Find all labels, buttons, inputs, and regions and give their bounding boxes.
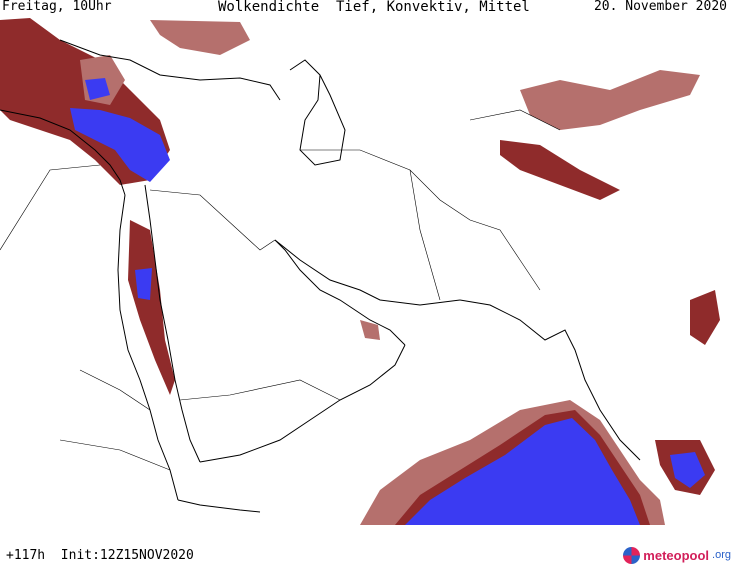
date-label: 20. November 2020 bbox=[593, 0, 727, 14]
logo-tld: .org bbox=[712, 549, 731, 561]
cloud-patch-greece-high bbox=[85, 78, 110, 100]
cloud-patch-red-sea-high bbox=[135, 268, 152, 300]
meteopool-logo-icon bbox=[623, 546, 641, 564]
cloud-cover-layer bbox=[0, 18, 720, 525]
cloud-patch-mediterranean-high bbox=[70, 108, 170, 182]
weather-map bbox=[0, 18, 720, 525]
cloud-patch-india-east bbox=[690, 290, 720, 345]
map-title: Wolkendichte Tief, Konvektiv, Mittel bbox=[218, 0, 530, 15]
logo-name: meteopool bbox=[643, 547, 710, 563]
cloud-patch-black-sea bbox=[150, 20, 250, 55]
cloud-patch-central-asia bbox=[520, 70, 700, 130]
forecast-info: +117h Init:12Z15NOV2020 bbox=[6, 548, 194, 563]
coastline-layer bbox=[0, 39, 641, 513]
cloud-patch-himalaya bbox=[500, 140, 620, 200]
cloud-patch-uae bbox=[360, 320, 380, 340]
cloud-patch-indian-ocean-high bbox=[405, 418, 640, 525]
cloud-patch-red-sea bbox=[128, 220, 175, 395]
meteopool-logo[interactable]: meteopool .org bbox=[623, 544, 731, 566]
cloud-patch-sri-lanka-high bbox=[670, 452, 705, 488]
valid-time-label: Freitag, 10Uhr bbox=[2, 0, 112, 14]
border-layer bbox=[0, 109, 561, 471]
